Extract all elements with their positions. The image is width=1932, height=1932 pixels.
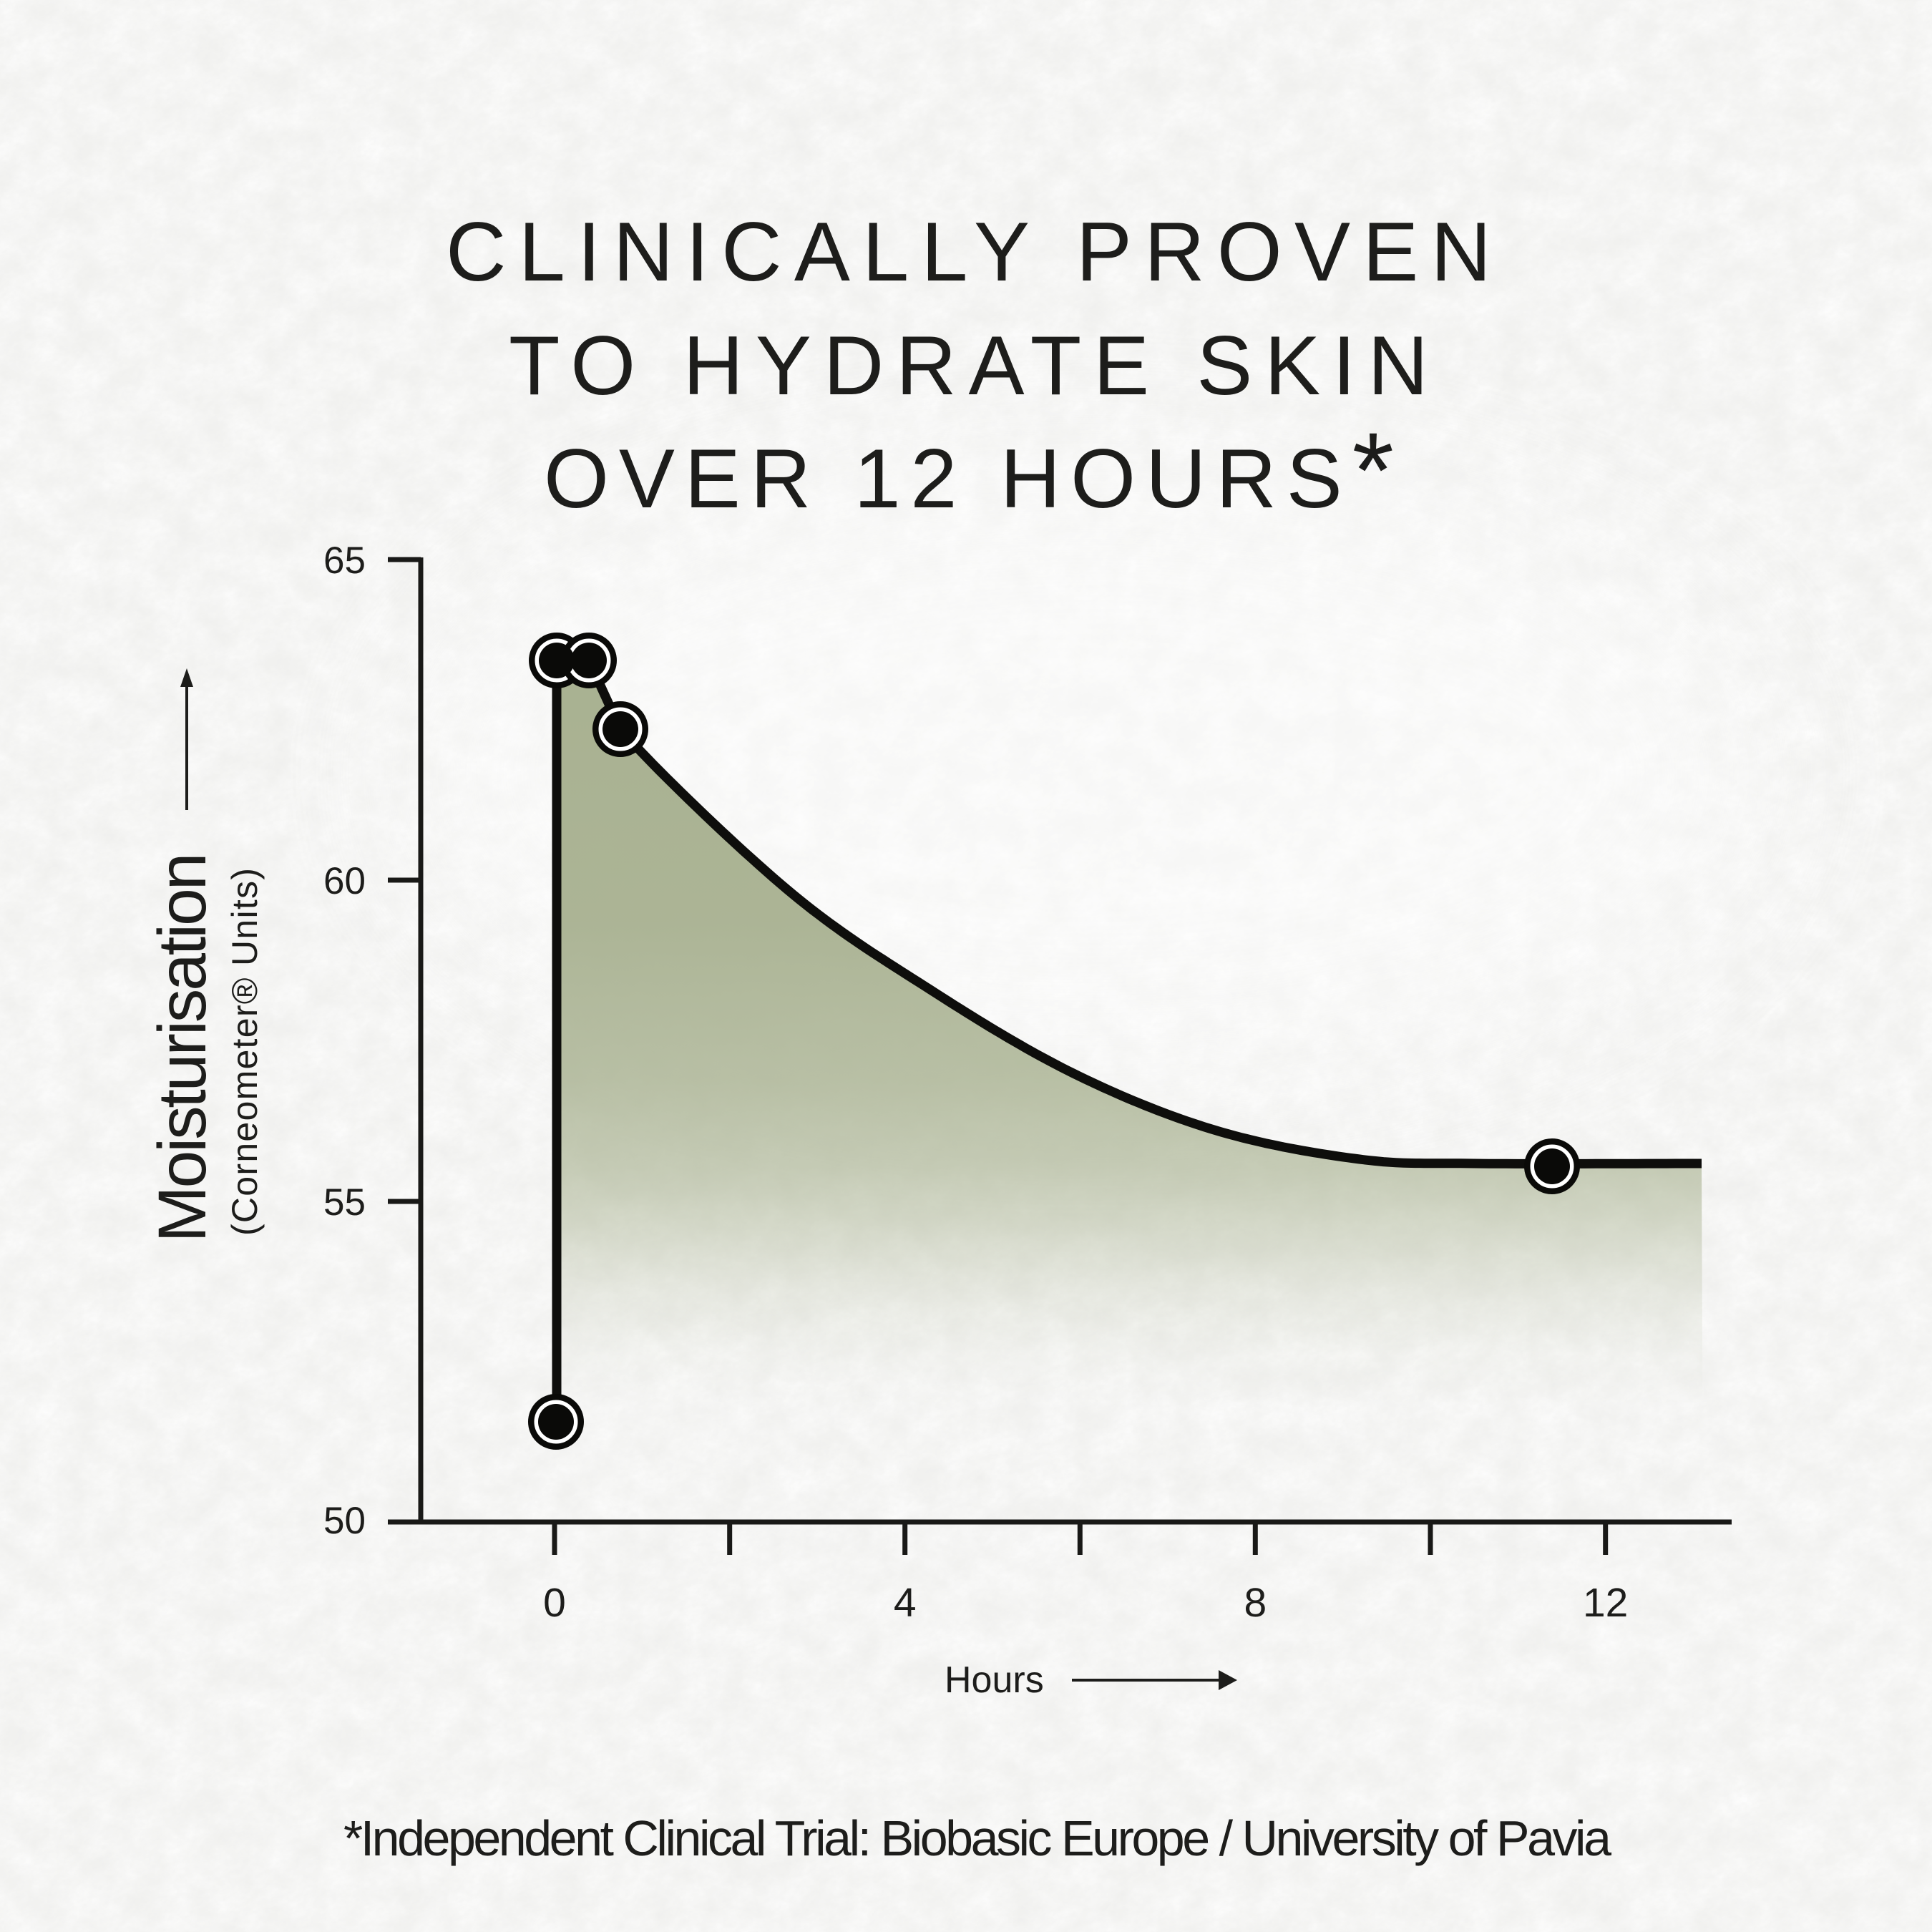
svg-text:TO HYDRATE SKIN: TO HYDRATE SKIN: [509, 318, 1428, 412]
svg-text:8: 8: [1244, 1580, 1267, 1626]
svg-text:65: 65: [323, 540, 366, 582]
svg-text:Moisturisation: Moisturisation: [145, 853, 220, 1243]
svg-text:Hours: Hours: [945, 1659, 1044, 1701]
svg-text:(Corneometer® Units): (Corneometer® Units): [225, 868, 265, 1236]
svg-text:60: 60: [323, 860, 366, 902]
svg-text:0: 0: [543, 1580, 566, 1626]
svg-text:12: 12: [1583, 1580, 1628, 1626]
svg-text:*Independent Clinical Trial: B: *Independent Clinical Trial: Biobasic Eu…: [343, 1810, 1611, 1866]
svg-text:50: 50: [323, 1500, 366, 1542]
svg-text:55: 55: [323, 1181, 366, 1224]
svg-text:4: 4: [894, 1580, 917, 1626]
